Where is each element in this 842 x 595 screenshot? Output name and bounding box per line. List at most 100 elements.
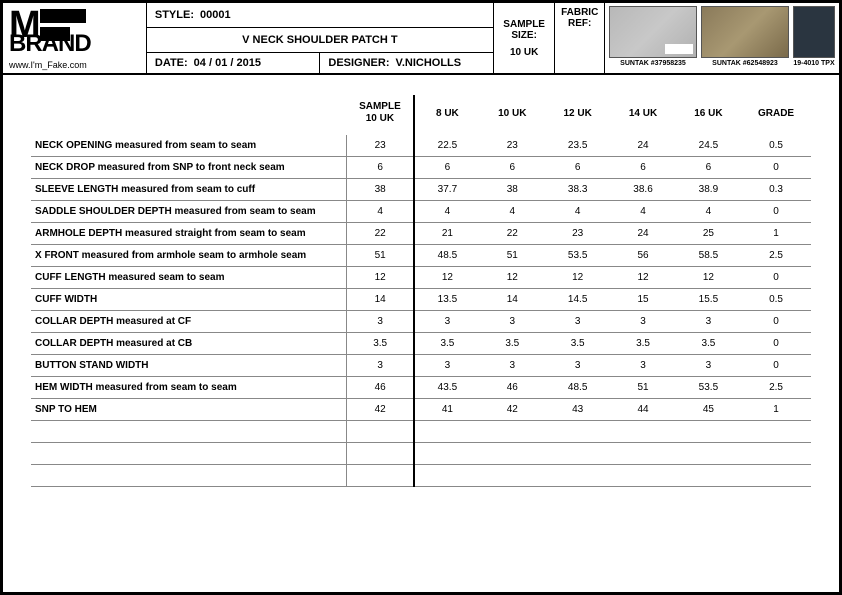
table-row: ARMHOLE DEPTH measured straight from sea… bbox=[31, 223, 811, 245]
measurement-name: NECK OPENING measured from seam to seam bbox=[31, 135, 347, 157]
table-row: HEM WIDTH measured from seam to seam4643… bbox=[31, 377, 811, 399]
fabric-ref-block: FABRIC REF: bbox=[555, 3, 605, 73]
size-value: 3 bbox=[676, 311, 741, 333]
size-value: 14.5 bbox=[545, 289, 610, 311]
logo: M BRAND www.I'm_Fake.com bbox=[3, 3, 147, 73]
grade-value: 1 bbox=[741, 399, 811, 421]
table-row: SLEEVE LENGTH measured from seam to cuff… bbox=[31, 179, 811, 201]
swatch-row: SUNTAK #37958235 SUNTAK #62548923 19-401… bbox=[605, 3, 839, 73]
size-value: 12 bbox=[610, 267, 675, 289]
swatch-3: 19-4010 TPX bbox=[793, 6, 835, 70]
swatch-3-label: 19-4010 TPX bbox=[793, 60, 834, 67]
size-value: 3 bbox=[480, 311, 545, 333]
col-sample: SAMPLE 10 UK bbox=[347, 95, 415, 135]
measurement-name: SLEEVE LENGTH measured from seam to cuff bbox=[31, 179, 347, 201]
table-row: CUFF LENGTH measured seam to seam1212121… bbox=[31, 267, 811, 289]
size-value: 48.5 bbox=[414, 245, 479, 267]
size-value: 3.5 bbox=[414, 333, 479, 355]
col-size-0: 8 UK bbox=[414, 95, 479, 135]
grade-value: 0 bbox=[741, 201, 811, 223]
size-value: 25 bbox=[676, 223, 741, 245]
size-value: 38.9 bbox=[676, 179, 741, 201]
grade-value: 0 bbox=[741, 311, 811, 333]
grade-value: 1 bbox=[741, 223, 811, 245]
table-row-empty bbox=[31, 421, 811, 443]
size-value: 53.5 bbox=[545, 245, 610, 267]
measurement-name: COLLAR DEPTH measured at CB bbox=[31, 333, 347, 355]
size-value: 37.7 bbox=[414, 179, 479, 201]
measurement-name: BUTTON STAND WIDTH bbox=[31, 355, 347, 377]
size-value: 4 bbox=[676, 201, 741, 223]
spec-sheet: M BRAND www.I'm_Fake.com STYLE: 00001 V … bbox=[0, 0, 842, 595]
swatch-1-label: SUNTAK #37958235 bbox=[620, 60, 686, 67]
size-value: 42 bbox=[480, 399, 545, 421]
size-value: 44 bbox=[610, 399, 675, 421]
date-value: 04 / 01 / 2015 bbox=[194, 57, 261, 69]
col-size-2: 12 UK bbox=[545, 95, 610, 135]
logo-f-mark bbox=[40, 9, 86, 43]
measurement-name: HEM WIDTH measured from seam to seam bbox=[31, 377, 347, 399]
size-value: 3 bbox=[676, 355, 741, 377]
size-value: 56 bbox=[610, 245, 675, 267]
date-label: DATE: bbox=[155, 57, 188, 69]
style-value: 00001 bbox=[200, 9, 231, 21]
swatch-2-label: SUNTAK #62548923 bbox=[712, 60, 778, 67]
grade-value: 0 bbox=[741, 355, 811, 377]
sample-value: 42 bbox=[347, 399, 415, 421]
table-row: CUFF WIDTH1413.51414.51515.50.5 bbox=[31, 289, 811, 311]
designer-value: V.NICHOLLS bbox=[396, 57, 462, 69]
sample-value: 3.5 bbox=[347, 333, 415, 355]
measurement-name: SADDLE SHOULDER DEPTH measured from seam… bbox=[31, 201, 347, 223]
size-value: 23 bbox=[545, 223, 610, 245]
size-value: 13.5 bbox=[414, 289, 479, 311]
size-value: 22 bbox=[480, 223, 545, 245]
size-value: 4 bbox=[610, 201, 675, 223]
size-value: 3.5 bbox=[545, 333, 610, 355]
table-row: SNP TO HEM4241424344451 bbox=[31, 399, 811, 421]
table-row: X FRONT measured from armhole seam to ar… bbox=[31, 245, 811, 267]
table-row: BUTTON STAND WIDTH3333330 bbox=[31, 355, 811, 377]
size-value: 51 bbox=[610, 377, 675, 399]
size-value: 4 bbox=[480, 201, 545, 223]
sample-value: 14 bbox=[347, 289, 415, 311]
fabric-ref-label: FABRIC REF: bbox=[557, 7, 602, 29]
swatch-2: SUNTAK #62548923 bbox=[701, 6, 789, 70]
size-value: 12 bbox=[676, 267, 741, 289]
header: M BRAND www.I'm_Fake.com STYLE: 00001 V … bbox=[3, 3, 839, 75]
measurement-name: CUFF WIDTH bbox=[31, 289, 347, 311]
grade-value: 2.5 bbox=[741, 377, 811, 399]
size-value: 6 bbox=[545, 157, 610, 179]
measurement-name: NECK DROP measured from SNP to front nec… bbox=[31, 157, 347, 179]
swatch-1-color bbox=[609, 6, 697, 58]
grade-value: 2.5 bbox=[741, 245, 811, 267]
size-value: 38.3 bbox=[545, 179, 610, 201]
sample-value: 4 bbox=[347, 201, 415, 223]
grade-value: 0 bbox=[741, 333, 811, 355]
sample-value: 51 bbox=[347, 245, 415, 267]
sample-value: 3 bbox=[347, 311, 415, 333]
size-value: 24.5 bbox=[676, 135, 741, 157]
size-value: 3 bbox=[414, 311, 479, 333]
table-row: NECK OPENING measured from seam to seam 2… bbox=[31, 135, 811, 157]
measurement-table: SAMPLE 10 UK 8 UK 10 UK 12 UK 14 UK 16 U… bbox=[31, 95, 811, 487]
sample-value: 22 bbox=[347, 223, 415, 245]
measurement-name: CUFF LENGTH measured seam to seam bbox=[31, 267, 347, 289]
col-size-4: 16 UK bbox=[676, 95, 741, 135]
size-value: 38 bbox=[480, 179, 545, 201]
size-value: 15.5 bbox=[676, 289, 741, 311]
size-value: 4 bbox=[414, 201, 479, 223]
product-title: V NECK SHOULDER PATCH T bbox=[242, 34, 397, 46]
size-value: 12 bbox=[414, 267, 479, 289]
sample-value: 6 bbox=[347, 157, 415, 179]
table-row-empty bbox=[31, 443, 811, 465]
size-value: 3.5 bbox=[676, 333, 741, 355]
size-value: 6 bbox=[610, 157, 675, 179]
table-row: COLLAR DEPTH measured at CF3333330 bbox=[31, 311, 811, 333]
style-label: STYLE: bbox=[155, 9, 194, 21]
size-value: 4 bbox=[545, 201, 610, 223]
measurement-table-wrap: SAMPLE 10 UK 8 UK 10 UK 12 UK 14 UK 16 U… bbox=[3, 75, 839, 497]
size-value: 22.5 bbox=[414, 135, 479, 157]
size-value: 12 bbox=[480, 267, 545, 289]
table-row: NECK DROP measured from SNP to front nec… bbox=[31, 157, 811, 179]
size-value: 14 bbox=[480, 289, 545, 311]
